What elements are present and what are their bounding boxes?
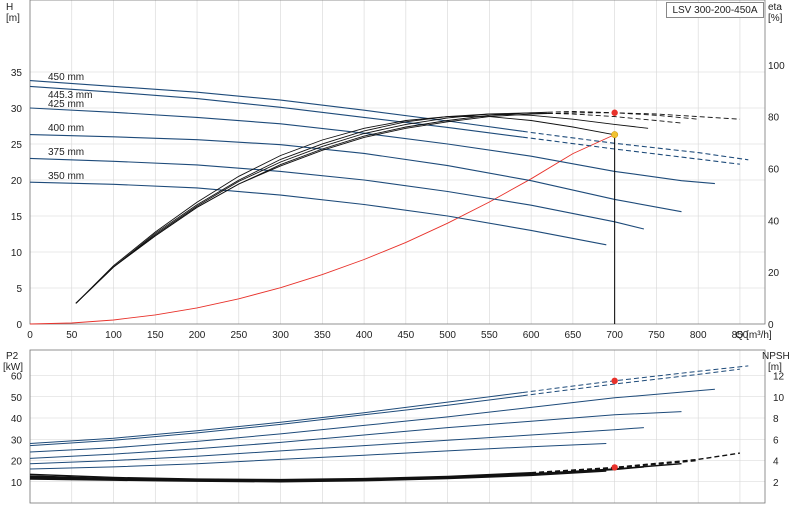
power-curve-solid — [29, 443, 607, 470]
head-curve-solid — [29, 181, 607, 246]
system-curve-solid — [29, 134, 615, 325]
y-tick-label-npsh: 2 — [773, 478, 779, 489]
power-curve-solid — [29, 388, 715, 453]
y-tick-label-h: 25 — [11, 140, 23, 151]
power-duty-point — [611, 377, 618, 385]
efficiency-curve-solid — [75, 113, 649, 304]
head-curve-solid — [29, 157, 645, 230]
y-tick-label-eta: 60 — [768, 164, 780, 175]
top-panel-frame — [29, 0, 766, 325]
x-tick-label: 250 — [230, 330, 247, 341]
x-tick-label: 700 — [606, 330, 623, 341]
x-tick-label: 100 — [105, 330, 122, 341]
y-tick-label-p2: 60 — [11, 372, 23, 383]
power-curve-solid — [29, 392, 523, 444]
y-axis-title-eta: eta — [768, 2, 782, 13]
efficiency-curve-dashed — [547, 112, 740, 120]
head-curve-solid — [29, 80, 523, 132]
x-tick-label: 150 — [147, 330, 164, 341]
y-tick-label-npsh: 4 — [773, 457, 779, 468]
npsh-curve-solid — [29, 470, 607, 483]
y-tick-label-eta: 20 — [768, 268, 780, 279]
head-curve-label: 445.3 mm — [48, 90, 92, 101]
head-curve-label: 350 mm — [48, 171, 84, 182]
y-tick-label-p2: 50 — [11, 393, 23, 404]
x-tick-label: 750 — [648, 330, 665, 341]
efficiency-curve-solid — [75, 111, 548, 304]
x-tick-label: 800 — [690, 330, 707, 341]
head-curve-solid — [29, 85, 523, 138]
y-tick-label-h: 0 — [16, 320, 22, 331]
y-axis-unit-p2: [kW] — [3, 362, 23, 373]
head-curve-label: 400 mm — [48, 123, 84, 134]
y-tick-label-p2: 30 — [11, 435, 23, 446]
x-tick-label: 200 — [189, 330, 206, 341]
y-tick-label-npsh: 6 — [773, 435, 779, 446]
y-axis-title-npsh: NPSH — [762, 351, 790, 362]
bottom-panel-frame — [29, 349, 766, 504]
x-tick-label: 350 — [314, 330, 331, 341]
x-tick-label: 500 — [439, 330, 456, 341]
y-axis-title-h: H — [6, 2, 13, 13]
head-curve-solid — [29, 107, 715, 185]
x-tick-label: 0 — [27, 330, 33, 341]
power-curve-dashed — [522, 368, 740, 397]
y-tick-label-eta: 40 — [768, 216, 780, 227]
head-curve-label: 450 mm — [48, 72, 84, 83]
y-tick-label-h: 30 — [11, 104, 23, 115]
power-curve-solid — [29, 411, 682, 459]
head-curve-label: 425 mm — [48, 99, 84, 110]
x-tick-label: 550 — [481, 330, 498, 341]
power-curve-solid — [29, 427, 644, 465]
y-tick-label-npsh: 12 — [773, 372, 785, 383]
power-curve-solid — [29, 395, 523, 447]
efficiency-duty-point — [611, 109, 618, 116]
head-curve-solid — [29, 134, 682, 213]
x-tick-label: 650 — [565, 330, 582, 341]
x-tick-label: 450 — [398, 330, 415, 341]
y-axis-unit-h: [m] — [6, 13, 20, 24]
efficiency-curve-solid — [75, 116, 615, 304]
y-axis-title-p2: P2 — [6, 351, 19, 362]
x-tick-label: 850 — [732, 330, 749, 341]
y-tick-label-p2: 10 — [11, 478, 23, 489]
x-tick-label: 300 — [272, 330, 289, 341]
y-tick-label-p2: 20 — [11, 457, 23, 468]
y-axis-unit-eta: [%] — [768, 13, 783, 24]
model-label: LSV 300-200-450A — [666, 2, 764, 18]
y-tick-label-eta: 80 — [768, 113, 780, 124]
npsh-curve-dashed — [531, 452, 741, 474]
y-axis-unit-npsh: [m] — [768, 362, 782, 373]
y-tick-label-h: 10 — [11, 248, 23, 259]
y-tick-label-npsh: 10 — [773, 393, 785, 404]
x-axis-title: Q [m³/h] — [736, 330, 772, 341]
y-tick-label-p2: 40 — [11, 414, 23, 425]
efficiency-curve-dashed — [547, 112, 682, 124]
head-curve-label: 375 mm — [48, 147, 84, 158]
y-tick-label-h: 35 — [11, 68, 23, 79]
y-tick-label-eta: 100 — [768, 61, 785, 72]
y-tick-label-h: 15 — [11, 212, 23, 223]
npsh-duty-point — [611, 464, 618, 471]
y-tick-label-h: 5 — [16, 284, 22, 295]
y-tick-label-eta: 0 — [768, 320, 774, 331]
y-tick-label-h: 20 — [11, 176, 23, 187]
x-tick-label: 600 — [523, 330, 540, 341]
head-curve-dashed — [522, 130, 749, 161]
x-tick-label: 400 — [356, 330, 373, 341]
head-duty-point — [611, 131, 619, 139]
x-tick-label: 50 — [66, 330, 78, 341]
y-tick-label-npsh: 8 — [773, 414, 779, 425]
power-curve-dashed — [522, 365, 749, 393]
